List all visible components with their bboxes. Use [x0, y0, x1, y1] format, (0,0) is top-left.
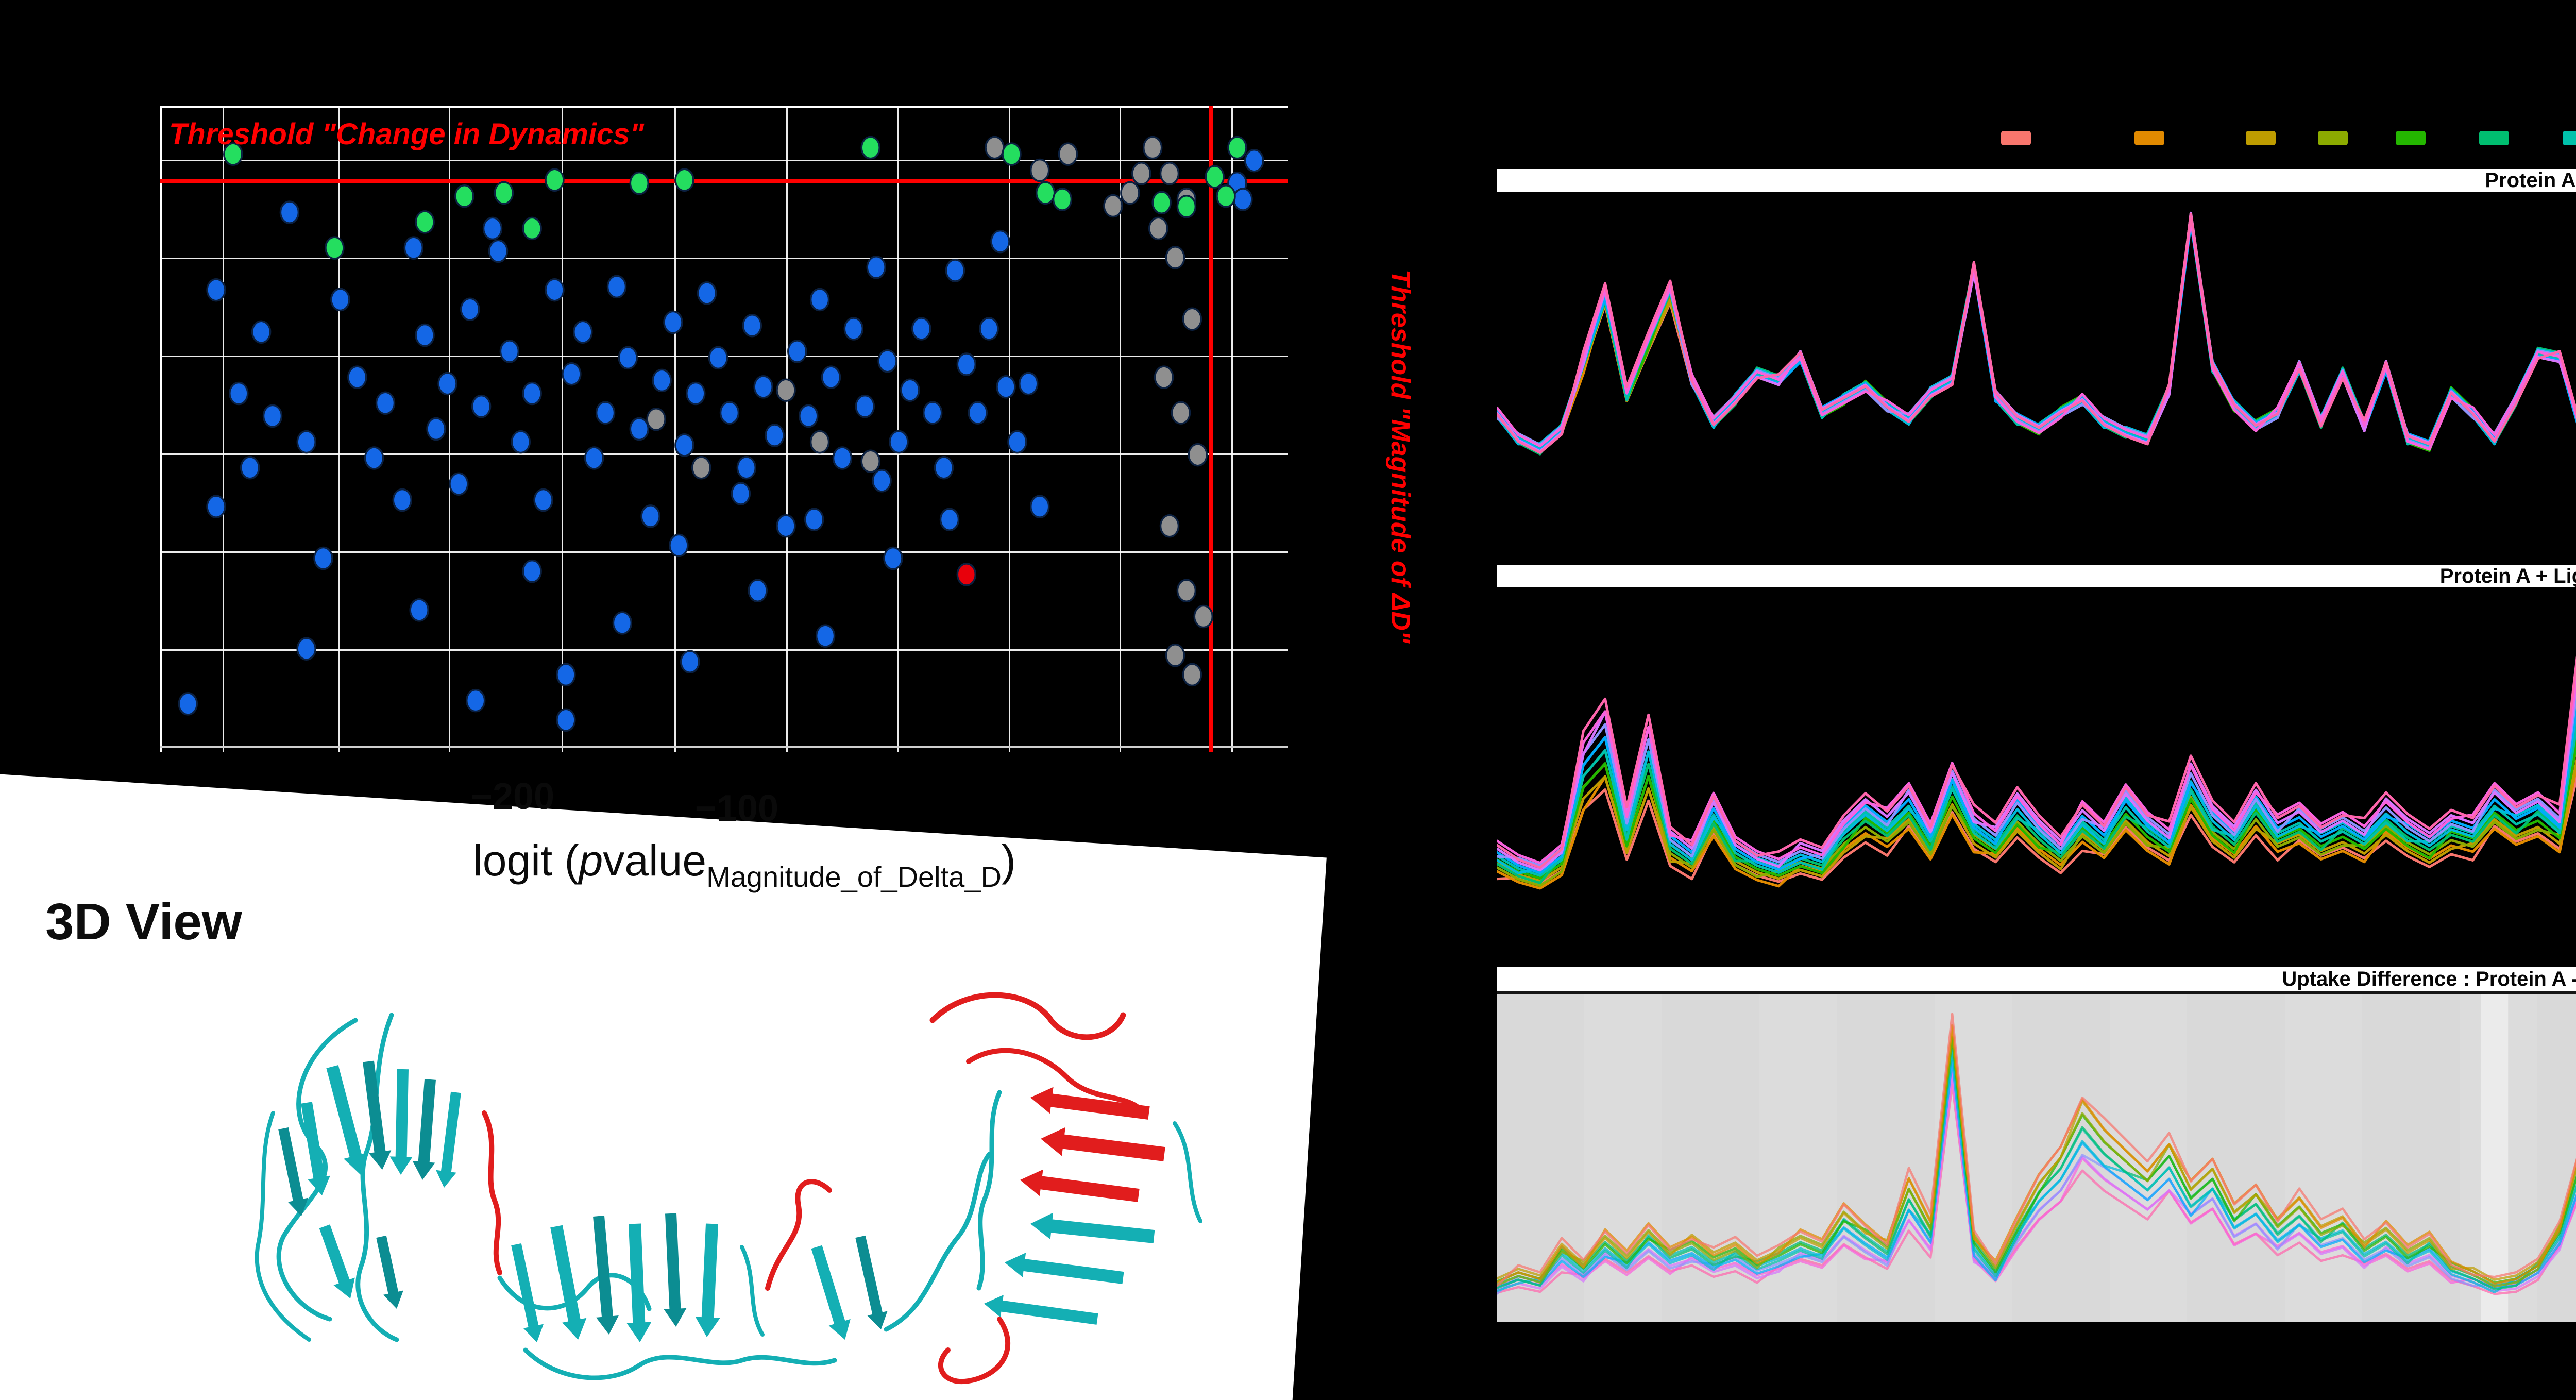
uptake-chart-protein-a-ligand: [1497, 655, 2576, 890]
gridline: [160, 160, 1288, 161]
volcano-axis-bottom: [160, 746, 1288, 748]
gridline: [562, 106, 563, 752]
uptake-chart-protein-a: [1497, 211, 2576, 456]
x-axis-label-prefix: logit (: [473, 836, 579, 885]
gridline: [160, 649, 1288, 651]
title-band-uptake-diff: Uptake Difference : Protein A - (Protein…: [1497, 967, 2576, 994]
legend-swatch-timepoint-4: [2318, 131, 2348, 145]
x-axis-label-p: p: [579, 836, 603, 885]
gridline: [674, 106, 676, 752]
gridline: [1009, 106, 1010, 752]
gridline: [897, 106, 899, 752]
legend-swatch-timepoint-7: [2563, 131, 2576, 145]
legend-swatch-timepoint-3: [2246, 131, 2276, 145]
gridline: [160, 551, 1288, 553]
gridline: [223, 106, 224, 752]
protein-ribbon-3d-view[interactable]: [196, 958, 1329, 1400]
legend-swatch-timepoint-2: [2134, 131, 2164, 145]
gridline: [160, 453, 1288, 455]
threshold-label-dynamics: Threshold "Change in Dynamics": [169, 117, 644, 151]
uptake-difference-chart: [1497, 994, 2576, 1322]
title-band-protein-a: Protein A: [1497, 169, 2576, 192]
threshold-line-magnitude: [1209, 106, 1213, 752]
gridline: [160, 258, 1288, 259]
x-axis-label-subscript: Magnitude_of_Delta_D: [706, 861, 1002, 893]
volcano-border-left: [160, 106, 162, 752]
x-axis-label-main: value: [603, 836, 707, 885]
legend-swatch-timepoint-5: [2396, 131, 2426, 145]
volcano-plot: Threshold "Change in Dynamics" Threshold…: [160, 106, 1415, 752]
threshold-line-change-in-dynamics: [160, 179, 1288, 183]
timepoint-legend: [1497, 130, 2576, 147]
gridline: [786, 106, 788, 752]
gridline: [1231, 106, 1233, 752]
threshold-label-magnitude: Threshold "Magnitude of ΔD": [1385, 269, 1415, 644]
x-tick-minus-100: −100: [694, 788, 779, 829]
legend-swatch-timepoint-1: [2001, 131, 2031, 145]
title-band-protein-a-ligand: Protein A + Ligand: [1497, 565, 2576, 587]
gridline: [1120, 106, 1121, 752]
gridline: [338, 106, 340, 752]
gridline: [449, 106, 450, 752]
x-tick-minus-200: −200: [470, 776, 555, 817]
volcano-x-axis-label: logit (pvalueMagnitude_of_Delta_D): [319, 836, 1170, 893]
volcano-scatter-points: [178, 136, 1264, 732]
view3d-title: 3D View: [45, 893, 242, 951]
volcano-border-top: [160, 106, 1288, 108]
legend-swatch-timepoint-6: [2479, 131, 2509, 145]
x-axis-label-close: ): [1001, 836, 1016, 885]
